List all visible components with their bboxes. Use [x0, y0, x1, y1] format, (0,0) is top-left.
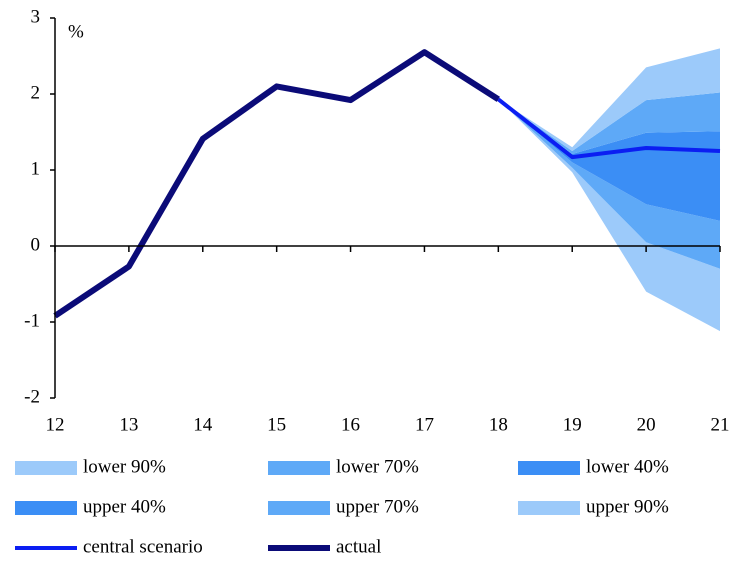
- legend-swatch: [15, 461, 77, 475]
- x-tick-label: 21: [711, 414, 729, 435]
- series-line: [497, 97, 721, 160]
- x-tick-label: 17: [415, 414, 434, 435]
- fan-band: [498, 99, 720, 158]
- legend-swatch: [518, 461, 580, 475]
- legend-item: lower 90%: [15, 456, 166, 477]
- y-tick-label: 0: [31, 234, 41, 255]
- fan-band: [498, 99, 720, 332]
- legend-label: upper 40%: [83, 496, 166, 517]
- x-tick-label: 20: [637, 414, 656, 435]
- x-tick-label: 14: [193, 414, 213, 435]
- fan-band: [498, 92, 720, 155]
- x-tick-label: 16: [341, 414, 360, 435]
- legend-item: upper 90%: [518, 496, 669, 517]
- lines: [53, 49, 721, 319]
- legend-item: central scenario: [15, 536, 203, 557]
- y-axis-unit: %: [68, 21, 84, 42]
- y-tick-label: -2: [24, 386, 40, 407]
- fan-band: [498, 48, 720, 151]
- legend-swatch: [268, 461, 330, 475]
- legend-label: lower 40%: [586, 456, 669, 477]
- x-tick-label: 12: [46, 414, 65, 435]
- legend-label: upper 70%: [336, 496, 419, 517]
- y-tick-label: 2: [31, 82, 41, 103]
- legend-item: upper 70%: [268, 496, 419, 517]
- x-tick-label: 19: [563, 414, 582, 435]
- bands: [498, 48, 720, 332]
- legend-item: upper 40%: [15, 496, 166, 517]
- legend-label: lower 90%: [83, 456, 166, 477]
- fan-band: [498, 99, 720, 221]
- series-line: [53, 49, 500, 319]
- y-tick-label: 1: [31, 158, 41, 179]
- x-tick-label: 15: [267, 414, 286, 435]
- fan-band: [498, 99, 720, 269]
- legend-item: lower 70%: [268, 456, 419, 477]
- x-tick-label: 18: [489, 414, 508, 435]
- x-tick-label: 13: [119, 414, 138, 435]
- legend-item: lower 40%: [518, 456, 669, 477]
- legend-swatch: [15, 501, 77, 515]
- legend-label: lower 70%: [336, 456, 419, 477]
- y-tick-label: 3: [31, 6, 41, 27]
- legend-label: central scenario: [83, 536, 203, 557]
- legend-swatch: [518, 501, 580, 515]
- legend-label: actual: [336, 536, 381, 557]
- legend-label: upper 90%: [586, 496, 669, 517]
- legend-item: actual: [268, 536, 381, 557]
- y-tick-label: -1: [24, 310, 40, 331]
- legend-swatch: [268, 501, 330, 515]
